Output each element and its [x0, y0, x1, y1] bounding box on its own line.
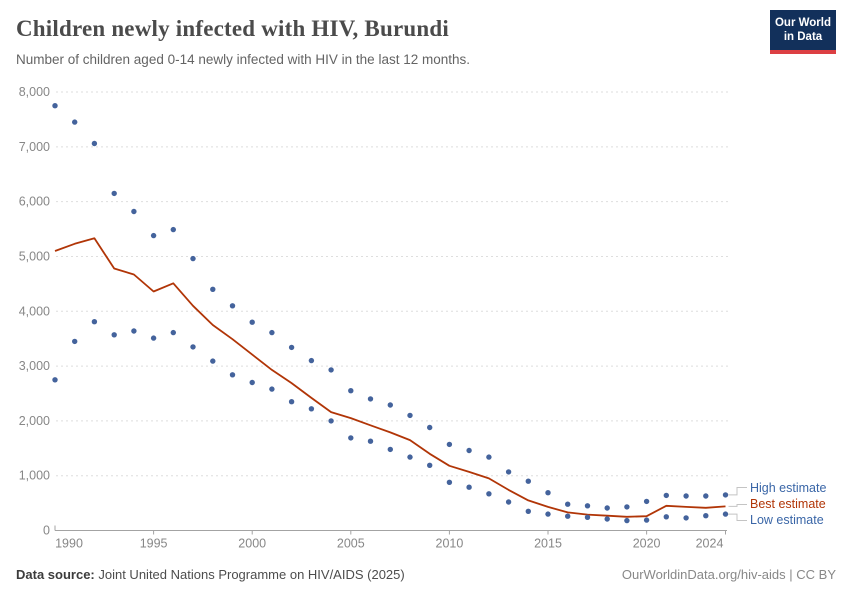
- data-source-text: Joint United Nations Programme on HIV/AI…: [94, 567, 405, 582]
- svg-text:1995: 1995: [140, 537, 168, 551]
- svg-text:3,000: 3,000: [19, 359, 50, 373]
- svg-text:1,000: 1,000: [19, 469, 50, 483]
- legend-low-estimate: Low estimate: [750, 513, 824, 527]
- legend-high-estimate: High estimate: [750, 481, 827, 495]
- svg-text:7,000: 7,000: [19, 140, 50, 154]
- svg-text:0: 0: [43, 524, 50, 538]
- svg-text:2010: 2010: [436, 537, 464, 551]
- chart-subtitle: Number of children aged 0-14 newly infec…: [16, 52, 470, 67]
- svg-text:2024: 2024: [696, 537, 724, 551]
- owid-logo-line2: in Data: [783, 31, 823, 43]
- svg-text:2005: 2005: [337, 537, 365, 551]
- legend-best-estimate: Best estimate: [750, 497, 826, 511]
- owid-logo[interactable]: Our World in Data: [770, 10, 836, 54]
- data-source-note: Data source: Joint United Nations Progra…: [16, 567, 405, 582]
- svg-text:2015: 2015: [534, 537, 562, 551]
- svg-text:2000: 2000: [238, 537, 266, 551]
- svg-text:2,000: 2,000: [19, 414, 50, 428]
- svg-text:4,000: 4,000: [19, 304, 50, 318]
- svg-text:8,000: 8,000: [19, 85, 50, 99]
- page-title: Children newly infected with HIV, Burund…: [16, 16, 449, 41]
- svg-text:2020: 2020: [633, 537, 661, 551]
- owid-logo-line1: Our World: [774, 16, 831, 29]
- data-source-label: Data source:: [16, 567, 95, 582]
- svg-text:5,000: 5,000: [19, 249, 50, 263]
- svg-text:1990: 1990: [55, 537, 83, 551]
- svg-text:6,000: 6,000: [19, 195, 50, 209]
- owid-url-license-link[interactable]: OurWorldinData.org/hiv-aids | CC BY: [621, 567, 836, 582]
